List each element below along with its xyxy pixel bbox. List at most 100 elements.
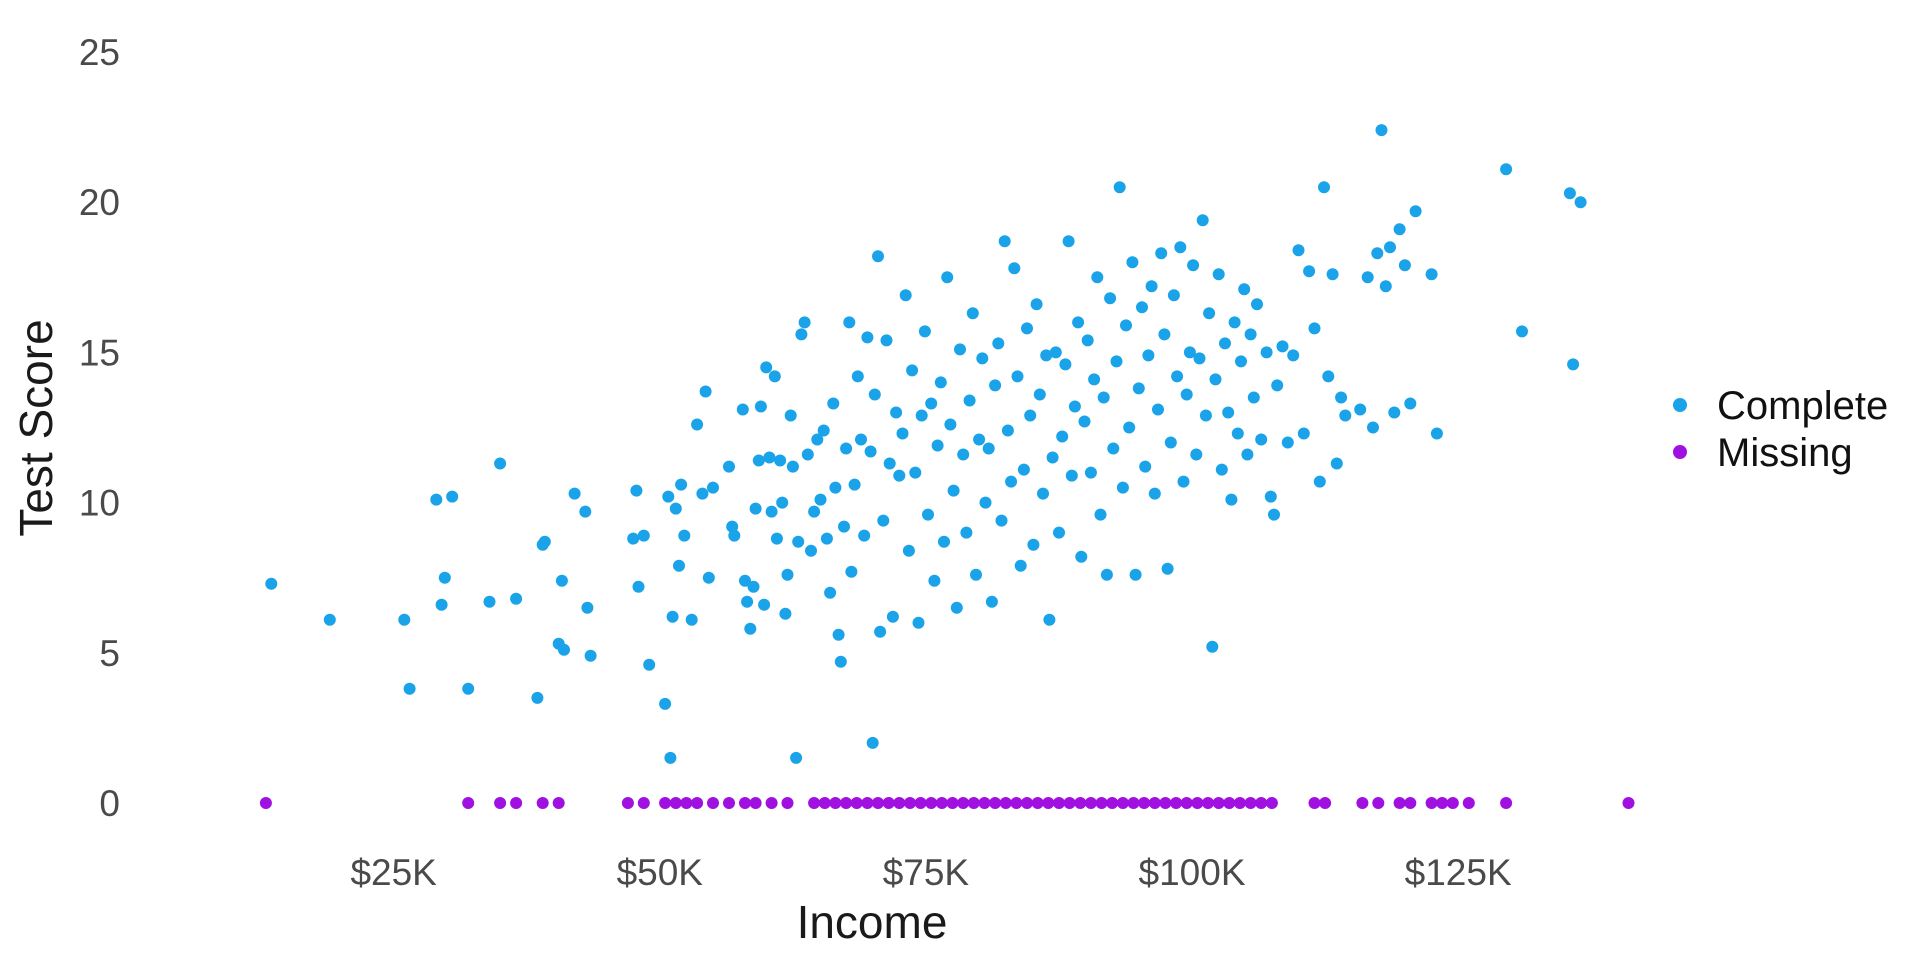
point-complete <box>1075 550 1088 563</box>
point-complete <box>494 457 507 470</box>
point-missing <box>829 797 842 809</box>
point-complete <box>1430 427 1443 440</box>
point-complete <box>1367 421 1379 434</box>
point-missing <box>1436 797 1449 809</box>
point-missing <box>739 797 751 809</box>
point-complete <box>462 682 475 695</box>
point-missing <box>1393 797 1406 809</box>
point-missing <box>1148 797 1161 809</box>
point-complete <box>1081 334 1094 347</box>
point-complete <box>637 529 650 542</box>
point-complete <box>1094 508 1107 521</box>
point-complete <box>896 427 909 440</box>
point-missing <box>989 797 1002 809</box>
point-missing <box>946 797 959 809</box>
point-missing <box>259 797 272 809</box>
point-missing <box>691 797 704 809</box>
point-missing <box>510 797 523 809</box>
point-complete <box>558 643 570 656</box>
point-complete <box>1326 268 1339 281</box>
point-complete <box>579 505 592 518</box>
point-complete <box>1014 559 1027 572</box>
point-complete <box>1065 469 1078 482</box>
point-missing <box>1244 797 1257 809</box>
point-complete <box>741 595 754 608</box>
point-complete <box>851 370 864 383</box>
point-complete <box>922 508 934 521</box>
point-complete <box>707 481 719 494</box>
point-missing <box>1233 797 1246 809</box>
y-tick-label: 0 <box>99 783 120 824</box>
point-complete <box>790 751 803 764</box>
point-complete <box>669 502 682 515</box>
point-complete <box>992 337 1005 350</box>
y-tick-label: 20 <box>79 182 120 223</box>
point-complete <box>1500 163 1513 176</box>
point-missing <box>999 797 1012 809</box>
point-complete <box>1264 490 1277 503</box>
point-complete <box>1142 349 1155 362</box>
x-tick-label: $100K <box>1139 852 1246 893</box>
point-complete <box>1354 403 1367 416</box>
point-complete <box>1209 373 1222 386</box>
point-complete <box>1255 433 1268 446</box>
point-missing <box>1031 797 1044 809</box>
point-missing <box>1138 797 1151 809</box>
point-complete <box>1251 298 1263 311</box>
point-complete <box>848 478 861 491</box>
point-complete <box>817 424 830 437</box>
x-tick-label: $25K <box>350 852 437 893</box>
point-complete <box>934 376 947 389</box>
legend-label-missing: Missing <box>1717 431 1853 475</box>
point-complete <box>820 532 833 545</box>
point-complete <box>1268 508 1280 521</box>
point-complete <box>1404 397 1417 410</box>
point-complete <box>1043 613 1056 626</box>
point-complete <box>1276 340 1289 353</box>
point-missing <box>1202 797 1214 809</box>
point-complete <box>1148 487 1161 500</box>
point-complete <box>1021 322 1033 335</box>
point-complete <box>1183 346 1196 359</box>
point-complete <box>765 505 778 518</box>
point-complete <box>1235 355 1247 368</box>
point-missing <box>1063 797 1076 809</box>
point-complete <box>747 580 760 593</box>
point-complete <box>666 610 679 623</box>
legend-label-complete: Complete <box>1717 384 1888 428</box>
point-complete <box>691 418 704 431</box>
point-missing <box>808 797 821 809</box>
point-complete <box>786 460 799 473</box>
point-complete <box>1225 493 1238 506</box>
point-complete <box>699 385 712 398</box>
point-complete <box>1361 271 1374 284</box>
point-complete <box>1287 349 1300 362</box>
point-complete <box>1238 283 1251 296</box>
point-complete <box>664 751 677 764</box>
point-complete <box>675 478 688 491</box>
x-tick-labels: $25K $50K $75K $100K $125K <box>350 852 1512 893</box>
point-complete <box>659 697 672 710</box>
point-complete <box>811 433 824 446</box>
point-complete <box>866 736 879 749</box>
point-complete <box>880 334 893 347</box>
point-complete <box>531 691 544 704</box>
point-missing <box>707 797 719 809</box>
point-missing <box>1404 797 1417 809</box>
point-complete <box>845 565 858 578</box>
point-complete <box>963 394 976 407</box>
point-complete <box>430 493 443 506</box>
point-missing <box>1095 797 1108 809</box>
point-complete <box>696 487 709 500</box>
point-complete <box>976 352 989 365</box>
y-tick-label: 15 <box>79 332 120 373</box>
point-complete <box>944 418 957 431</box>
point-complete <box>1171 370 1184 383</box>
x-axis-title: Income <box>797 896 948 948</box>
point-complete <box>1322 370 1335 383</box>
point-complete <box>838 520 850 533</box>
point-missing <box>680 797 693 809</box>
point-complete <box>798 316 811 329</box>
point-complete <box>1059 358 1072 371</box>
